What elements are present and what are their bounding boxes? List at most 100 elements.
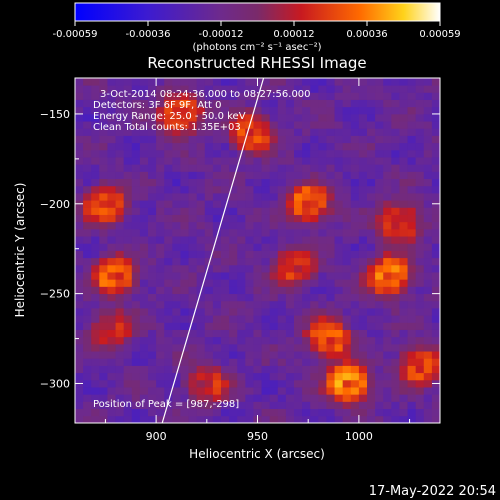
heatmap-pixel: [237, 415, 246, 423]
heatmap-pixel: [245, 343, 254, 352]
heatmap-pixel: [391, 308, 400, 316]
heatmap-pixel: [285, 365, 295, 374]
heatmap-pixel: [123, 207, 133, 215]
heatmap-pixel: [156, 236, 165, 244]
heatmap-pixel: [245, 149, 254, 158]
heatmap-pixel: [107, 193, 116, 201]
heatmap-pixel: [75, 135, 84, 144]
heatmap-pixel: [342, 408, 352, 417]
heatmap-pixel: [139, 236, 149, 244]
heatmap-pixel: [358, 106, 368, 115]
heatmap-pixel: [172, 351, 181, 359]
heatmap-pixel: [391, 185, 400, 194]
heatmap-pixel: [399, 408, 408, 417]
heatmap-pixel: [326, 365, 335, 374]
heatmap-pixel: [367, 157, 376, 165]
heatmap-pixel: [326, 121, 335, 129]
heatmap-pixel: [221, 365, 230, 374]
heatmap-pixel: [131, 379, 141, 388]
heatmap-pixel: [91, 401, 100, 410]
heatmap-pixel: [326, 401, 335, 410]
heatmap-pixel: [285, 200, 295, 208]
heatmap-pixel: [99, 415, 108, 423]
heatmap-pixel: [123, 193, 133, 201]
heatmap-pixel: [375, 372, 384, 381]
heatmap-pixel: [212, 149, 222, 158]
heatmap-pixel: [318, 300, 327, 309]
heatmap-pixel: [342, 200, 352, 208]
heatmap-pixel: [302, 315, 311, 323]
heatmap-pixel: [172, 394, 181, 402]
heatmap-pixel: [318, 358, 327, 366]
heatmap-pixel: [123, 336, 133, 345]
heatmap-pixel: [204, 92, 214, 100]
heatmap-pixel: [375, 193, 384, 201]
heatmap-pixel: [318, 379, 327, 388]
heatmap-pixel: [115, 351, 125, 359]
heatmap-pixel: [212, 336, 222, 345]
heatmap-pixel: [302, 257, 311, 266]
heatmap-pixel: [229, 157, 238, 165]
heatmap-pixel: [131, 85, 141, 93]
heatmap-pixel: [334, 113, 344, 122]
heatmap-pixel: [188, 308, 198, 316]
heatmap-pixel: [75, 92, 84, 100]
heatmap-pixel: [423, 365, 433, 374]
heatmap-pixel: [253, 286, 262, 295]
heatmap-pixel: [196, 322, 206, 330]
heatmap-pixel: [83, 128, 92, 136]
heatmap-pixel: [367, 293, 376, 302]
heatmap-pixel: [318, 85, 327, 93]
heatmap-pixel: [326, 92, 335, 100]
heatmap-pixel: [318, 113, 327, 122]
heatmap-pixel: [375, 78, 384, 86]
heatmap-pixel: [91, 243, 100, 251]
heatmap-pixel: [407, 401, 417, 410]
heatmap-pixel: [407, 236, 417, 244]
heatmap-pixel: [91, 394, 100, 402]
heatmap-pixel: [221, 279, 230, 287]
heatmap-pixel: [221, 394, 230, 402]
heatmap-pixel: [196, 401, 206, 410]
heatmap-pixel: [431, 113, 440, 122]
heatmap-pixel: [310, 106, 319, 115]
heatmap-pixel: [221, 415, 230, 423]
heatmap-pixel: [310, 113, 319, 122]
heatmap-pixel: [423, 315, 433, 323]
heatmap-pixel: [83, 387, 92, 395]
heatmap-pixel: [123, 106, 133, 115]
heatmap-pixel: [245, 379, 254, 388]
heatmap-pixel: [188, 322, 198, 330]
heatmap-pixel: [383, 300, 392, 309]
heatmap-pixel: [172, 92, 181, 100]
heatmap-pixel: [204, 336, 214, 345]
heatmap-pixel: [237, 336, 246, 345]
heatmap-pixel: [277, 121, 287, 129]
heatmap-pixel: [99, 343, 108, 352]
heatmap-pixel: [318, 372, 327, 381]
heatmap-pixel: [294, 365, 303, 374]
heatmap-pixel: [188, 185, 198, 194]
heatmap-pixel: [269, 351, 279, 359]
heatmap-pixel: [237, 185, 246, 194]
heatmap-pixel: [91, 228, 100, 237]
heatmap-pixel: [204, 408, 214, 417]
heatmap-pixel: [83, 171, 92, 180]
heatmap-pixel: [148, 250, 157, 259]
heatmap-pixel: [391, 135, 400, 144]
heatmap-pixel: [423, 279, 433, 287]
heatmap-pixel: [221, 157, 230, 165]
heatmap-pixel: [415, 408, 425, 417]
heatmap-pixel: [391, 178, 400, 187]
heatmap-pixel: [399, 279, 408, 287]
heatmap-pixel: [350, 286, 360, 295]
heatmap-pixel: [253, 343, 262, 352]
heatmap-pixel: [196, 358, 206, 366]
heatmap-pixel: [212, 308, 222, 316]
heatmap-pixel: [261, 272, 271, 280]
heatmap-pixel: [229, 336, 238, 345]
heatmap-pixel: [99, 250, 108, 259]
heatmap-pixel: [156, 387, 165, 395]
y-tick-label: −200: [40, 198, 70, 211]
heatmap-pixel: [326, 157, 335, 165]
